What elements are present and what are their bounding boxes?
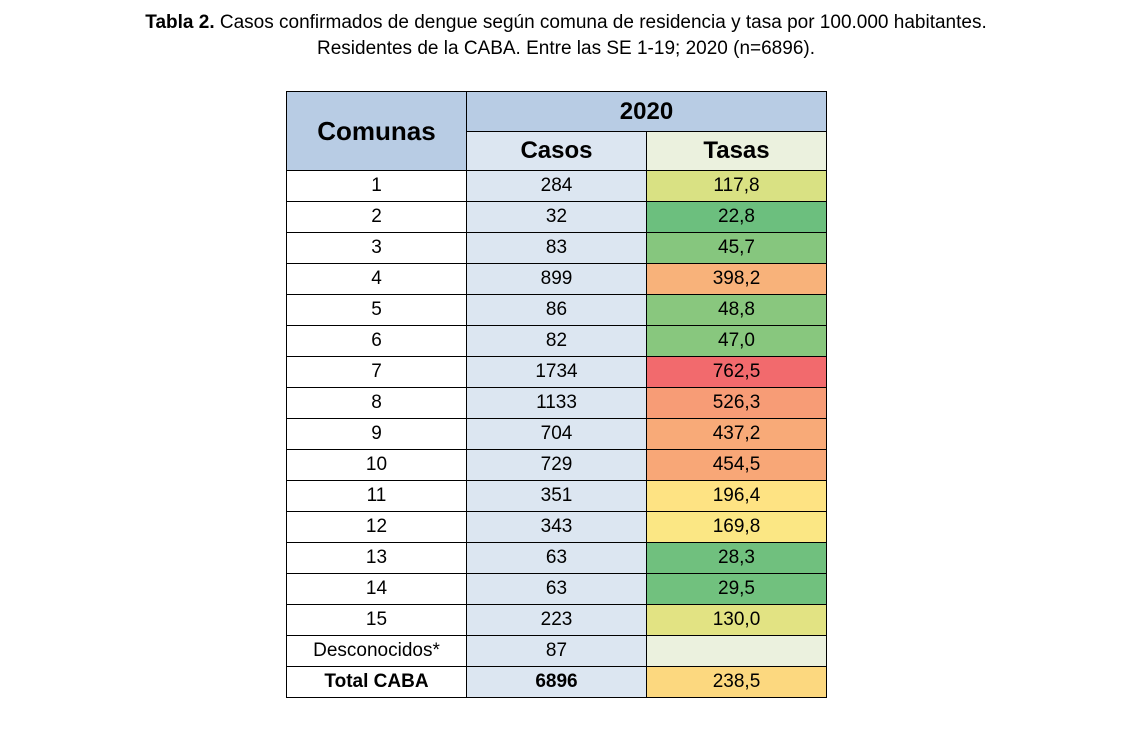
cell-casos: 32 (466, 201, 647, 233)
cell-casos: 63 (466, 542, 647, 574)
table-row: 4 899 398,2 (286, 263, 827, 295)
cell-comuna: 14 (286, 573, 467, 605)
cell-casos: 87 (466, 635, 647, 667)
header-tasas: Tasas (646, 131, 827, 171)
cell-tasa: 526,3 (646, 387, 827, 419)
cell-casos: 82 (466, 325, 647, 357)
cell-comuna: 3 (286, 232, 467, 264)
cell-tasa: 48,8 (646, 294, 827, 326)
header-casos: Casos (466, 131, 647, 171)
cell-casos: 704 (466, 418, 647, 450)
cell-tasa: 762,5 (646, 356, 827, 388)
cell-casos: 284 (466, 170, 647, 202)
cell-casos: 223 (466, 604, 647, 636)
cell-casos: 1133 (466, 387, 647, 419)
total-casos: 6896 (466, 666, 647, 698)
cell-tasa: 45,7 (646, 232, 827, 264)
cell-casos: 1734 (466, 356, 647, 388)
table-row: 7 1734 762,5 (286, 356, 827, 388)
cell-comuna: 7 (286, 356, 467, 388)
table-row: 5 86 48,8 (286, 294, 827, 326)
cell-tasa (646, 635, 827, 667)
cell-tasa: 398,2 (646, 263, 827, 295)
cell-comuna: 6 (286, 325, 467, 357)
cell-tasa: 47,0 (646, 325, 827, 357)
cell-comuna: 5 (286, 294, 467, 326)
cell-comuna: 12 (286, 511, 467, 543)
table-row: 9 704 437,2 (286, 418, 827, 450)
cell-casos: 86 (466, 294, 647, 326)
total-row: Total CABA 6896 238,5 (286, 666, 827, 698)
table-title: Tabla 2. Casos confirmados de dengue seg… (0, 10, 1132, 62)
title-text-line2: Residentes de la CABA. Entre las SE 1-19… (317, 38, 815, 59)
table-body: 1 284 117,8 2 32 22,8 3 83 45,7 4 899 398,2 5 86 48,8 6… (286, 170, 827, 698)
table-row: Desconocidos* 87 (286, 635, 827, 667)
cell-casos: 83 (466, 232, 647, 264)
cell-tasa: 130,0 (646, 604, 827, 636)
table-row: 13 63 28,3 (286, 542, 827, 574)
cell-comuna: 13 (286, 542, 467, 574)
cell-comuna: 10 (286, 449, 467, 481)
total-label: Total CABA (286, 666, 467, 698)
title-label: Tabla 2. (145, 12, 215, 33)
table-row: 10 729 454,5 (286, 449, 827, 481)
cell-comuna: 15 (286, 604, 467, 636)
cell-casos: 351 (466, 480, 647, 512)
cell-comuna: 9 (286, 418, 467, 450)
table-row: 14 63 29,5 (286, 573, 827, 605)
cell-comuna: 11 (286, 480, 467, 512)
header-comunas: Comunas (286, 91, 467, 171)
cell-comuna: 1 (286, 170, 467, 202)
dengue-table: Comunas 2020 Casos Tasas 1 284 117,8 2 32 22,… (286, 91, 827, 698)
cell-tasa: 29,5 (646, 573, 827, 605)
cell-tasa: 169,8 (646, 511, 827, 543)
cell-tasa: 22,8 (646, 201, 827, 233)
header-year: 2020 (466, 91, 827, 132)
table-row: 1 284 117,8 (286, 170, 827, 202)
total-tasa: 238,5 (646, 666, 827, 698)
table-row: 6 82 47,0 (286, 325, 827, 357)
cell-comuna: 2 (286, 201, 467, 233)
table-row: 8 1133 526,3 (286, 387, 827, 419)
cell-casos: 63 (466, 573, 647, 605)
cell-comuna: Desconocidos* (286, 635, 467, 667)
cell-tasa: 28,3 (646, 542, 827, 574)
table-row: 12 343 169,8 (286, 511, 827, 543)
cell-tasa: 117,8 (646, 170, 827, 202)
cell-comuna: 4 (286, 263, 467, 295)
cell-casos: 343 (466, 511, 647, 543)
cell-tasa: 196,4 (646, 480, 827, 512)
cell-comuna: 8 (286, 387, 467, 419)
table-row: 2 32 22,8 (286, 201, 827, 233)
title-text-line1: Casos confirmados de dengue según comuna… (219, 12, 987, 33)
cell-tasa: 454,5 (646, 449, 827, 481)
table-row: 15 223 130,0 (286, 604, 827, 636)
cell-casos: 729 (466, 449, 647, 481)
cell-casos: 899 (466, 263, 647, 295)
cell-tasa: 437,2 (646, 418, 827, 450)
table-row: 11 351 196,4 (286, 480, 827, 512)
table-row: 3 83 45,7 (286, 232, 827, 264)
